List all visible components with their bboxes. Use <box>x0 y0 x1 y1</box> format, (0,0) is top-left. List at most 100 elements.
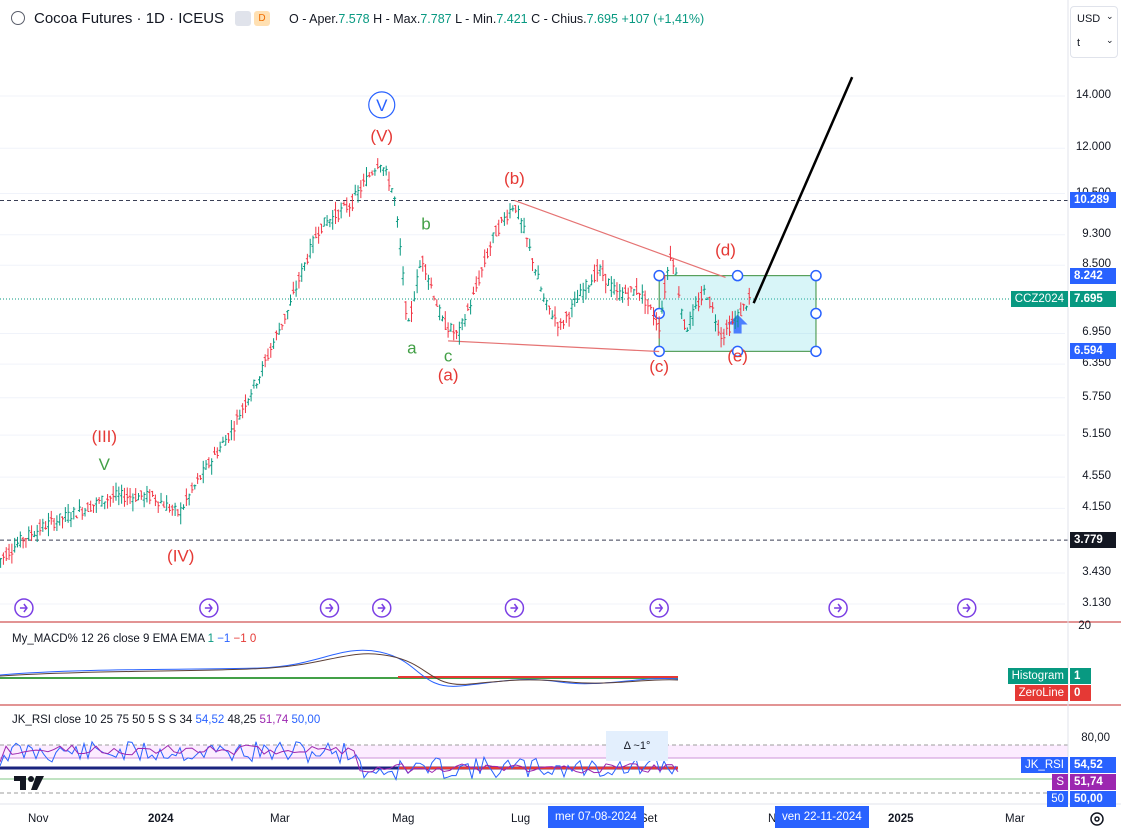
rsi-tag-value: 50,00 <box>1070 791 1116 807</box>
crosshair-tooltip: Δ ~1° <box>606 731 668 761</box>
price-tick-label: 6.950 <box>1082 326 1111 339</box>
gear-icon[interactable] <box>1087 809 1107 829</box>
triangle-lines <box>448 199 726 353</box>
rsi-tag-value: 51,74 <box>1070 774 1116 790</box>
box-handle <box>731 345 744 358</box>
price-tag: 7.695 <box>1070 290 1116 307</box>
box-handle <box>653 269 665 282</box>
time-tick-label: 2025 <box>888 813 914 825</box>
arrow-right-icon <box>19 603 28 613</box>
target-box <box>653 269 822 358</box>
rsi-value: 48,25 <box>224 714 257 726</box>
price-tick-label: 6.350 <box>1082 357 1111 370</box>
change-value: +107 (+1,41%) <box>621 12 705 26</box>
price-tick-label: 3.130 <box>1082 597 1111 609</box>
projection-line <box>752 76 854 304</box>
currency-selector[interactable]: USD t ⌄ ⌄ <box>1070 6 1118 58</box>
rsi-tag-label: 50 <box>1047 791 1068 807</box>
date-badge-end: ven 22-11-2024 <box>775 806 869 828</box>
wave-label: (d) <box>715 240 736 259</box>
box-handle <box>731 269 744 282</box>
arrow-right-icon <box>962 603 971 613</box>
rsi-tag-label: S <box>1052 774 1068 790</box>
wave-label: c <box>444 346 453 365</box>
macd-line <box>0 649 679 687</box>
chevron-down-icon: ⌄ <box>1106 11 1114 21</box>
price-tick-label: 14.000 <box>1075 89 1111 101</box>
eye-icon[interactable] <box>11 11 25 25</box>
box-handle <box>810 345 822 358</box>
macd-tag-value: 0 <box>1070 685 1091 701</box>
open-value: 7.578 <box>338 12 370 26</box>
rsi-value: 54,52 <box>195 714 225 726</box>
macd-title: My_MACD% 12 26 close 9 EMA EMA 1 −1 −1 0 <box>12 633 257 645</box>
price-tick-label: 4.150 <box>1082 501 1111 514</box>
grid <box>0 95 1065 605</box>
close-value: 7.695 <box>586 12 618 26</box>
rsi-value: 50,00 <box>288 714 321 726</box>
arrow-right-icon <box>377 603 386 613</box>
unit-label: t <box>1077 37 1081 49</box>
macd-tag-label: ZeroLine <box>1014 685 1068 701</box>
candles <box>0 158 751 568</box>
triangle-line <box>514 199 726 278</box>
price-tick-label: 3.430 <box>1082 565 1111 578</box>
wave-labels: V (V) (III) V (IV) b a c(a) (b) (c) (d) (e) <box>92 91 748 565</box>
wave-label: a <box>407 339 417 358</box>
chevron-down-icon: ⌄ <box>1106 35 1114 45</box>
time-tick-label: Mar <box>1005 813 1025 825</box>
currency-label: USD <box>1077 13 1101 25</box>
box-handle <box>810 269 822 282</box>
macd-param: 0 <box>246 633 257 645</box>
rsi-tag-label: JK_RSI <box>1021 757 1068 773</box>
tradingview-logo[interactable] <box>12 772 46 797</box>
time-tick-label: Mag <box>392 813 415 825</box>
wave-label: V <box>99 455 111 474</box>
time-tick-label: Nov <box>28 813 49 825</box>
time-tick-label: Set <box>640 813 658 825</box>
price-tick-label: 8.500 <box>1082 258 1111 271</box>
macd-param: 1 <box>207 633 214 645</box>
price-tick-label: 9.300 <box>1082 227 1111 240</box>
low-label: L - Min. <box>455 12 497 26</box>
price-tag: 3.779 <box>1070 532 1116 549</box>
macd-scale-label: 20 <box>1078 620 1091 632</box>
price-tag: 10.289 <box>1070 192 1116 209</box>
high-label: H - Max. <box>373 12 421 26</box>
price-tag: 6.594 <box>1070 343 1116 360</box>
ohlc-readout: O - Aper.7.578 H - Max.7.787 L - Min.7.4… <box>289 12 704 26</box>
wave-label: (a) <box>438 366 459 385</box>
box-handle <box>810 307 822 320</box>
macd-param: −1 <box>214 633 231 645</box>
macd-param: −1 <box>230 633 247 645</box>
rsi-signal-line <box>0 744 679 774</box>
wave-label: (b) <box>504 169 525 188</box>
arrow-right-icon <box>204 603 213 613</box>
time-tick-label: Lug <box>511 813 531 825</box>
wave-label: (III) <box>92 427 118 446</box>
wave-circle <box>368 91 396 119</box>
macd-tag-value: 1 <box>1070 668 1091 684</box>
panel-separators <box>0 0 1121 805</box>
triangle-line <box>448 340 660 353</box>
symbol-title: Cocoa Futures · 1D · ICEUS <box>34 10 225 27</box>
wave-label: (e) <box>727 346 748 365</box>
rsi-title: JK_RSI close 10 25 75 50 5 S S 34 54,52 … <box>12 714 321 726</box>
time-tick-label: 2024 <box>148 813 174 825</box>
date-badge-start: mer 07-08-2024 <box>548 806 644 828</box>
price-tick-label: 4.550 <box>1082 470 1111 483</box>
macd-tag-label: Histogram <box>1007 668 1068 684</box>
visibility-badge[interactable] <box>235 11 251 26</box>
wave-label: b <box>421 214 430 233</box>
rsi-line <box>0 740 677 781</box>
rsi-value: 51,74 <box>256 714 289 726</box>
projection-line <box>752 76 854 304</box>
arrow-right-icon <box>655 603 664 613</box>
macd-panel <box>0 649 679 687</box>
rsi-panel <box>0 740 1068 794</box>
event-markers <box>14 598 977 618</box>
delayed-badge: D <box>254 11 270 26</box>
price-tag: 8.242 <box>1070 267 1116 284</box>
macd-signal-line <box>0 653 679 685</box>
